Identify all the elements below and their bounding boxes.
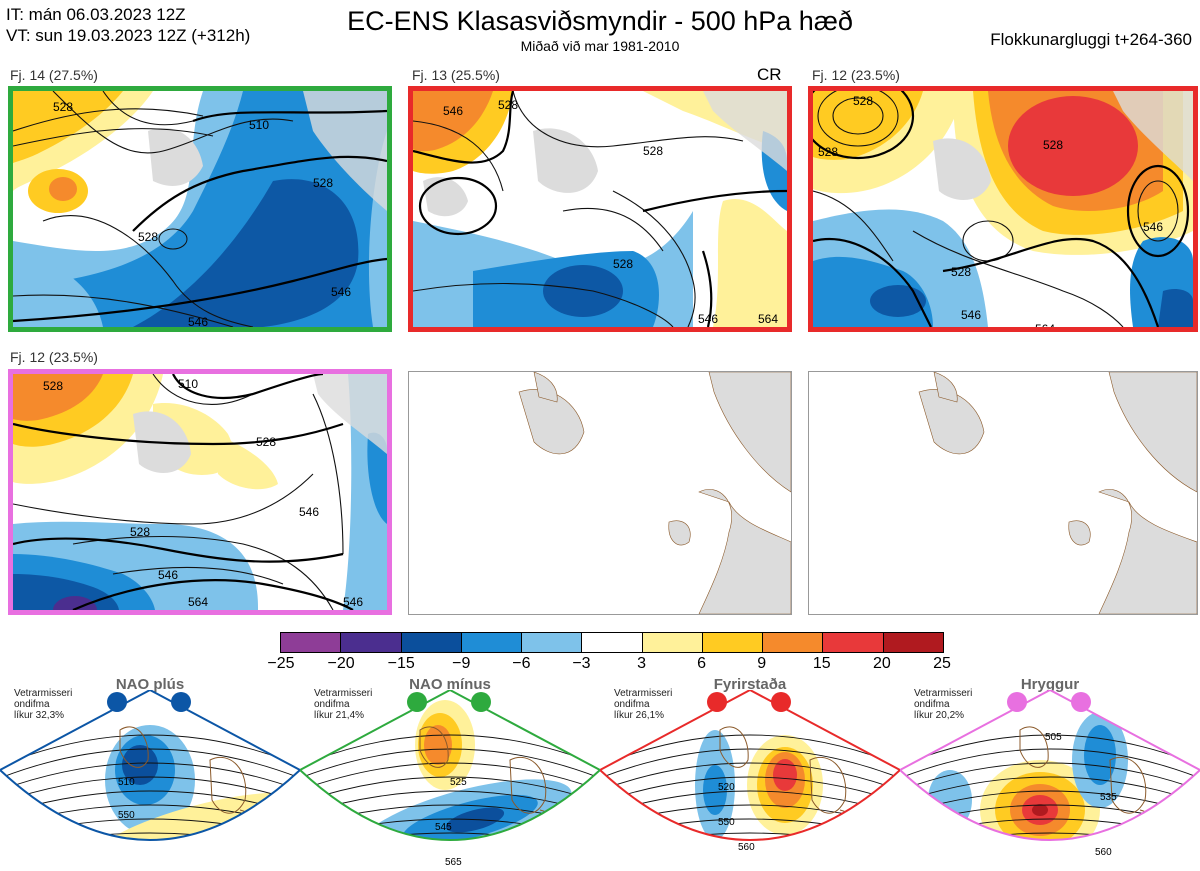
panel-3-map: 528 528 528 528 546 546 564 <box>808 86 1198 332</box>
regime-contour-label: 525 <box>450 777 467 788</box>
p1-contour-label: 528 <box>53 100 73 114</box>
panel-4-map: 528 510 528 528 546 546 564 546 <box>8 369 392 615</box>
panel-1-map: 528 510 528 528 546 546 <box>8 86 392 332</box>
page-subtitle: Miðað við mar 1981-2010 <box>520 38 680 54</box>
p1-contour-label: 528 <box>138 230 158 244</box>
colorbar-tick-label: 9 <box>757 655 767 672</box>
p3-contour-label: 528 <box>818 145 838 159</box>
regime-map: 525 545 565 <box>300 690 600 868</box>
init-time: IT: mán 06.03.2023 12Z <box>6 5 186 24</box>
p2-contour-label: 546 <box>698 312 718 326</box>
colorbar-tick-label: 20 <box>873 655 891 672</box>
colorbar-segment <box>762 633 823 652</box>
regime-marker-dot <box>471 692 491 712</box>
regime-marker-dot <box>407 692 427 712</box>
colorbar-tick-label: 25 <box>933 655 951 672</box>
p3-contour-label: 546 <box>1143 220 1163 234</box>
colorbar-tick-label: −3 <box>572 655 591 672</box>
regime-marker-dot <box>707 692 727 712</box>
p3-contour-label: 546 <box>961 308 981 322</box>
p4-contour-label: 564 <box>188 595 208 609</box>
panel-2-tag: CR <box>757 65 782 84</box>
colorbar-segment <box>521 633 582 652</box>
p2-contour-label: 528 <box>643 144 663 158</box>
regime-probability-note: Vetrarmisseri ondifma líkur 20,2% <box>914 688 973 721</box>
regime-contour-label: 560 <box>738 842 755 853</box>
regime-map: 510 550 <box>0 690 300 841</box>
regime-marker-dot <box>1071 692 1091 712</box>
colorbar-segment <box>701 633 763 652</box>
panel-3-label: Fj. 12 (23.5%) <box>812 67 900 83</box>
colorbar-segment <box>822 633 883 652</box>
regime-contour-label: 545 <box>435 822 452 833</box>
regime-marker-dot <box>107 692 127 712</box>
panel-6-empty-map <box>808 371 1198 615</box>
colorbar-tick-label: −9 <box>452 655 471 672</box>
regime-title: Hryggur <box>1020 676 1080 693</box>
regime-title: NAO plús <box>115 676 185 693</box>
panel-5-empty-map <box>408 371 792 615</box>
panel-4-label: Fj. 12 (23.5%) <box>10 349 98 365</box>
colorbar-tick-label: −6 <box>512 655 531 672</box>
regime-contour-label: 550 <box>718 817 735 828</box>
p1-contour-label: 546 <box>188 315 208 327</box>
colorbar-tick-label: 6 <box>697 655 707 672</box>
p3-contour-label: 564 <box>1035 322 1055 327</box>
p3-contour-label: 528 <box>853 94 873 108</box>
p4-contour-label: 528 <box>130 525 150 539</box>
p4-contour-label: 546 <box>158 568 178 582</box>
p2-contour-label: 546 <box>443 104 463 118</box>
header-info: IT: mán 06.03.2023 12Z VT: sun 19.03.202… <box>6 4 250 46</box>
regime-map: 505 535 560 <box>900 690 1200 858</box>
panel-2-map: 546 528 528 528 546 564 <box>408 86 792 332</box>
regime-marker-dot <box>771 692 791 712</box>
regime-contour-label: 510 <box>118 777 135 788</box>
p2-contour-label: 528 <box>613 257 633 271</box>
colorbar-tick-label: −25 <box>267 655 295 672</box>
regime-probability-note: Vetrarmisseri ondifma líkur 21,4% <box>314 688 373 721</box>
colorbar-segment <box>460 633 522 652</box>
panel-2-label: Fj. 13 (25.5%) <box>412 67 500 83</box>
regime-contour-label: 520 <box>718 782 735 793</box>
colorbar-segment <box>400 633 461 652</box>
regime-map: 520 550 560 <box>600 690 900 853</box>
colorbar-segment <box>281 633 341 652</box>
p2-contour-label: 528 <box>498 98 518 112</box>
regime-contour-label: 535 <box>1100 792 1117 803</box>
p1-contour-label: 510 <box>249 118 269 132</box>
colorbar-tick-label: 15 <box>812 655 831 672</box>
colorbar-segment <box>641 633 702 652</box>
p2-contour-label: 564 <box>758 312 778 326</box>
regime-marker-dot <box>171 692 191 712</box>
p1-contour-label: 528 <box>313 176 333 190</box>
p4-contour-label: 546 <box>299 505 319 519</box>
page-title: EC-ENS Klasasviðsmyndir - 500 hPa hæð <box>347 6 853 36</box>
regime-contour-label: 505 <box>1045 732 1062 743</box>
regime-title: Fyrirstaða <box>713 676 787 693</box>
p3-contour-label: 528 <box>1043 138 1063 152</box>
classification-window: Flokkunargluggi t+264-360 <box>990 30 1192 49</box>
p3-contour-label: 528 <box>951 265 971 279</box>
regime-contour-label: 550 <box>118 810 135 821</box>
colorbar-segment <box>581 633 642 652</box>
regime-probability-note: Vetrarmisseri ondifma líkur 32,3% <box>14 688 73 721</box>
regime-contour-label: 565 <box>445 857 462 868</box>
panel-1-label: Fj. 14 (27.5%) <box>10 67 98 83</box>
p4-contour-label: 510 <box>178 377 198 391</box>
colorbar-tick-label: 3 <box>637 655 646 672</box>
colorbar-segment <box>340 633 401 652</box>
colorbar-tick-label: −15 <box>387 655 415 672</box>
p1-contour-label: 546 <box>331 285 351 299</box>
p4-contour-label: 528 <box>256 435 276 449</box>
p4-contour-label: 528 <box>43 379 63 393</box>
regime-contour-label: 560 <box>1095 847 1112 858</box>
colorbar <box>280 632 944 653</box>
valid-time: VT: sun 19.03.2023 12Z (+312h) <box>6 26 251 45</box>
p4-contour-label: 546 <box>343 595 363 609</box>
colorbar-segment <box>882 633 943 652</box>
regime-probability-note: Vetrarmisseri ondifma líkur 26,1% <box>614 688 673 721</box>
colorbar-tick-label: −20 <box>327 655 355 672</box>
regime-title: NAO mínus <box>409 676 491 693</box>
regime-marker-dot <box>1007 692 1027 712</box>
